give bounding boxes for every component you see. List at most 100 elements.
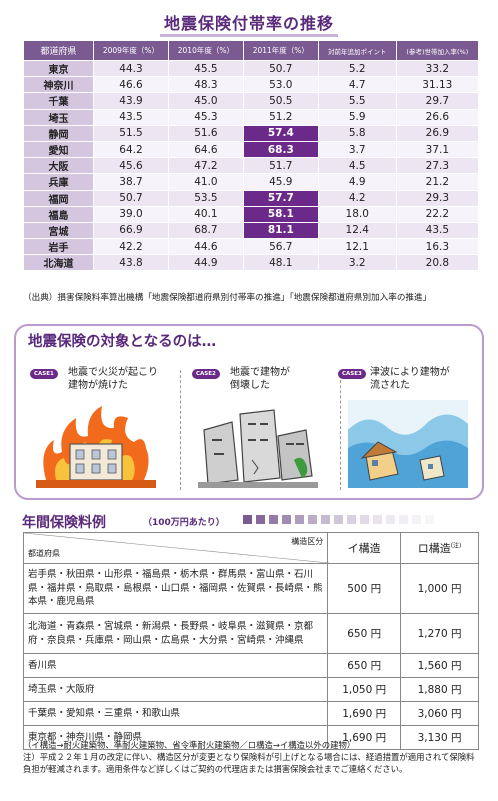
premium-table: 構造区分 都道府県 イ構造 ロ構造(注) 岩手県・秋田県・山形県・福島県・栃木県… bbox=[22, 532, 479, 750]
value-2011: 50.7 bbox=[242, 59, 319, 78]
value-diff: 4.9 bbox=[317, 173, 397, 191]
value-diff: 12.1 bbox=[317, 238, 397, 256]
value-household: 20.8 bbox=[395, 254, 480, 272]
value-2010: 41.0 bbox=[167, 173, 244, 191]
header-structure: 構造区分 bbox=[291, 537, 324, 546]
value-diff: 3.2 bbox=[317, 254, 397, 272]
value-2009: 42.2 bbox=[93, 238, 169, 256]
value-diff: 5.5 bbox=[317, 92, 397, 110]
pref-cell: 宮城 bbox=[23, 221, 94, 240]
premium-ro: 3,130 円 bbox=[400, 725, 479, 750]
premium-i: 1,690 円 bbox=[327, 725, 402, 750]
col-pref: 都道府県 bbox=[23, 40, 94, 61]
col-2011: 2011年度（%） bbox=[242, 40, 319, 61]
premium-subtitle: （100万円あたり） bbox=[143, 518, 225, 528]
pref-list: 東京都・神奈川県・静岡県 bbox=[22, 725, 329, 750]
value-household: 37.1 bbox=[395, 140, 480, 159]
col-ro-structure: ロ構造(注) bbox=[400, 532, 479, 564]
value-2010: 44.6 bbox=[167, 238, 244, 256]
pref-cell: 岩手 bbox=[23, 238, 94, 256]
footnotes: （イ構造→耐火建築物、準耐火建築物、省令準耐火建築物／ロ構造→イ構造以外の建物）… bbox=[23, 739, 479, 776]
col-i-structure: イ構造 bbox=[327, 532, 402, 564]
value-2009: 46.6 bbox=[93, 76, 169, 94]
value-2011: 58.1 bbox=[242, 205, 319, 223]
value-diff: 3.7 bbox=[317, 140, 397, 159]
premium-i: 650 円 bbox=[327, 653, 402, 678]
premium-ro: 1,270 円 bbox=[400, 613, 479, 654]
col-household: (参考)世帯加入率(%) bbox=[395, 40, 480, 61]
value-household: 33.2 bbox=[395, 59, 480, 78]
rates-row: 大阪 45.6 47.2 51.7 4.5 27.3 bbox=[23, 157, 480, 175]
case-2: CASE2 地震で建物が 倒壊した bbox=[192, 366, 342, 490]
value-2009: 45.6 bbox=[93, 157, 169, 175]
value-2011: 45.9 bbox=[242, 173, 319, 191]
case-tag: CASE3 bbox=[338, 369, 366, 379]
value-2011: 68.3 bbox=[242, 140, 319, 159]
value-2011: 57.7 bbox=[242, 189, 319, 207]
value-2009: 43.9 bbox=[93, 92, 169, 110]
premium-row: 東京都・神奈川県・静岡県 1,690 円 3,130 円 bbox=[22, 725, 479, 750]
premium-i: 1,690 円 bbox=[327, 701, 402, 726]
premium-ro: 3,060 円 bbox=[400, 701, 479, 726]
note-structure: （イ構造→耐火建築物、準耐火建築物、省令準耐火建築物／ロ構造→イ構造以外の建物） bbox=[23, 740, 356, 750]
pref-cell: 愛知 bbox=[23, 140, 94, 159]
burning-building-icon bbox=[36, 406, 156, 488]
value-2009: 39.0 bbox=[93, 205, 169, 223]
value-2011: 51.2 bbox=[242, 108, 319, 126]
value-2011: 56.7 bbox=[242, 238, 319, 256]
pref-list: 埼玉県・大阪府 bbox=[22, 677, 329, 702]
premium-row: 北海道・青森県・宮城県・新潟県・長野県・岐阜県・滋賀県・京都府・奈良県・兵庫県・… bbox=[22, 613, 479, 654]
value-2010: 68.7 bbox=[167, 221, 244, 240]
value-2009: 44.3 bbox=[93, 59, 169, 78]
rates-title: 地震保険付帯率の推移 bbox=[0, 10, 498, 37]
premium-title: 年間保険料例 bbox=[22, 515, 106, 531]
premium-row: 埼玉県・大阪府 1,050 円 1,880 円 bbox=[22, 677, 479, 702]
pref-cell: 福島 bbox=[23, 205, 94, 223]
case-tag: CASE1 bbox=[30, 369, 58, 379]
value-diff: 4.5 bbox=[317, 157, 397, 175]
col-2009: 2009年度（%） bbox=[93, 40, 169, 61]
value-2010: 45.5 bbox=[167, 59, 244, 78]
value-household: 21.2 bbox=[395, 173, 480, 191]
value-2009: 50.7 bbox=[93, 189, 169, 207]
value-diff: 5.8 bbox=[317, 124, 397, 142]
col-diff: 対前年追加ポイント bbox=[317, 40, 397, 61]
diagonal-line bbox=[24, 533, 329, 563]
value-diff: 4.7 bbox=[317, 76, 397, 94]
pref-list: 千葉県・愛知県・三重県・和歌山県 bbox=[22, 701, 329, 726]
premium-row: 香川県 650 円 1,560 円 bbox=[22, 653, 479, 678]
divider bbox=[180, 370, 181, 490]
premium-header-corner: 構造区分 都道府県 bbox=[22, 532, 329, 564]
rates-row: 福島 39.0 40.1 58.1 18.0 22.2 bbox=[23, 205, 480, 223]
decorative-squares bbox=[243, 515, 434, 524]
value-household: 26.6 bbox=[395, 108, 480, 126]
pref-cell: 大阪 bbox=[23, 157, 94, 175]
case-text: 津波により建物が 流された bbox=[370, 367, 450, 391]
value-household: 31.13 bbox=[395, 76, 480, 94]
divider bbox=[340, 370, 341, 490]
premium-i: 650 円 bbox=[327, 613, 402, 654]
value-2010: 53.5 bbox=[167, 189, 244, 207]
value-2010: 64.6 bbox=[167, 140, 244, 159]
value-2010: 48.3 bbox=[167, 76, 244, 94]
value-2010: 40.1 bbox=[167, 205, 244, 223]
pref-list: 岩手県・秋田県・山形県・福島県・栃木県・群馬県・富山県・石川県・福井県・鳥取県・… bbox=[22, 563, 329, 614]
case-text: 地震で建物が 倒壊した bbox=[230, 367, 290, 391]
rates-row: 埼玉 43.5 45.3 51.2 5.9 26.6 bbox=[23, 108, 480, 126]
premium-row: 千葉県・愛知県・三重県・和歌山県 1,690 円 3,060 円 bbox=[22, 701, 479, 726]
case-3: CASE3 津波により建物が 流された bbox=[328, 366, 478, 490]
value-2009: 64.2 bbox=[93, 140, 169, 159]
premium-i: 500 円 bbox=[327, 563, 402, 614]
value-2009: 51.5 bbox=[93, 124, 169, 142]
pref-cell: 埼玉 bbox=[23, 108, 94, 126]
value-2011: 48.1 bbox=[242, 254, 319, 272]
value-household: 16.3 bbox=[395, 238, 480, 256]
rates-row: 静岡 51.5 51.6 57.4 5.8 26.9 bbox=[23, 124, 480, 142]
value-diff: 4.2 bbox=[317, 189, 397, 207]
note-revision: 注）平成２２年１月の改定に伴い、構造区分が変更となり保険料が引上げとなる場合には… bbox=[23, 752, 475, 775]
value-2011: 50.5 bbox=[242, 92, 319, 110]
value-2011: 53.0 bbox=[242, 76, 319, 94]
premium-ro: 1,880 円 bbox=[400, 677, 479, 702]
header-pref: 都道府県 bbox=[28, 549, 60, 558]
case-tag: CASE2 bbox=[192, 369, 220, 379]
